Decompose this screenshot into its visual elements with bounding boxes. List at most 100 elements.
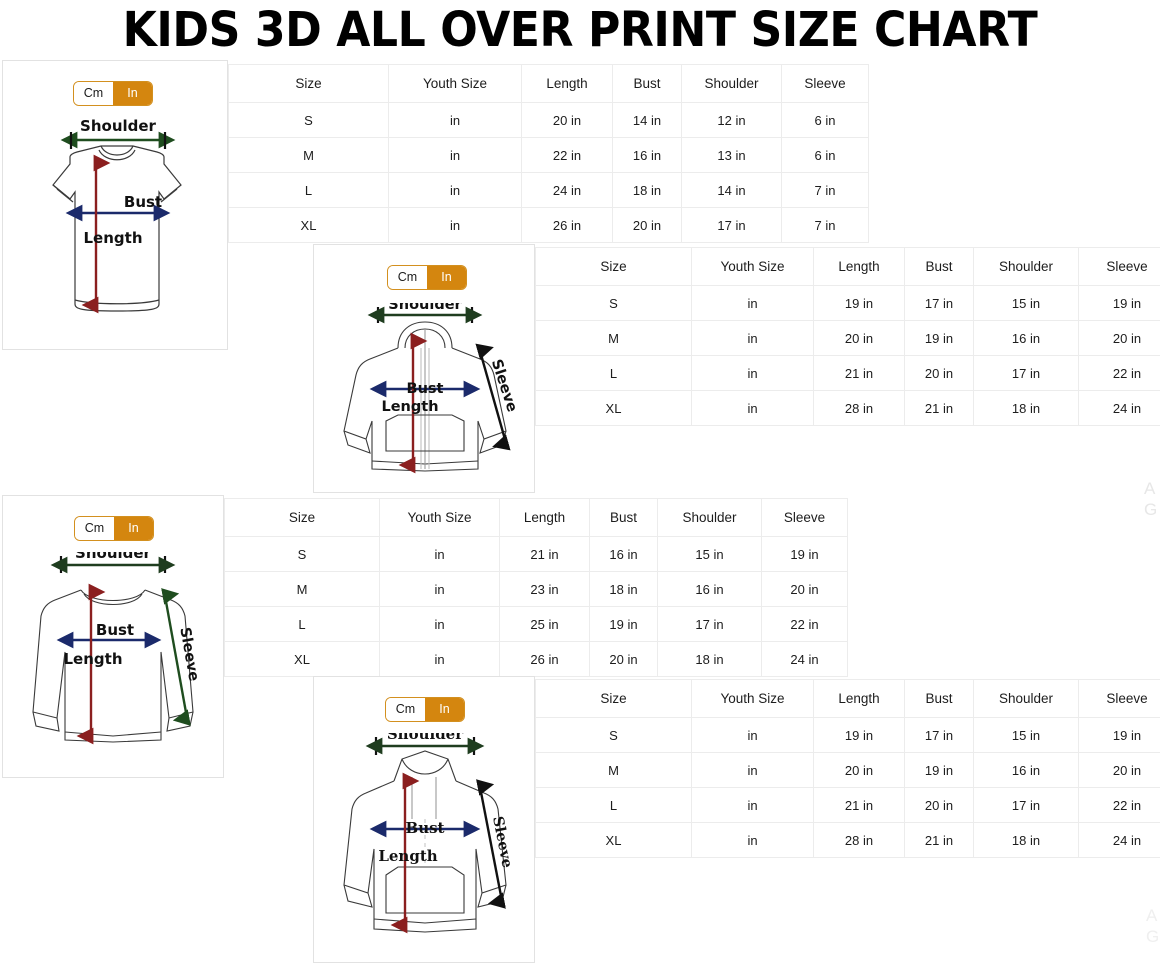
long-sleeve-shoulder-label: Shoulder xyxy=(75,552,152,562)
cell-length: 26 in xyxy=(521,207,613,243)
table-header-row: Size Youth Size Length Bust Shoulder Sle… xyxy=(535,247,1160,286)
cell-shoulder: 15 in xyxy=(973,285,1079,321)
table-header-row: Size Youth Size Length Bust Shoulder Sle… xyxy=(224,498,848,537)
cell-size: XL xyxy=(224,641,380,677)
cell-bust: 21 in xyxy=(904,822,974,858)
unit-toggle-in[interactable]: In xyxy=(114,517,153,540)
unit-toggle-in[interactable]: In xyxy=(427,266,466,289)
cell-size: L xyxy=(228,172,389,208)
cell-shoulder: 17 in xyxy=(973,787,1079,823)
col-length: Length xyxy=(813,679,905,718)
unit-toggle-tshirt[interactable]: Cm In xyxy=(73,81,153,106)
table-header-row: Size Youth Size Length Bust Shoulder Sle… xyxy=(228,64,869,103)
long-sleeve-diagram: Shoulder Bust Length Sleeve xyxy=(32,552,202,745)
cell-sleeve: 22 in xyxy=(761,606,848,642)
cell-sleeve: 20 in xyxy=(761,571,848,607)
cell-bust: 20 in xyxy=(589,641,658,677)
pullover-bust-label: Bust xyxy=(406,819,445,837)
cell-youth: in xyxy=(388,137,522,173)
unit-toggle-in[interactable]: In xyxy=(425,698,464,721)
col-sleeve: Sleeve xyxy=(781,64,869,103)
cell-bust: 14 in xyxy=(612,102,682,138)
cell-bust: 21 in xyxy=(904,390,974,426)
unit-toggle-zip-hoodie[interactable]: Cm In xyxy=(387,265,467,290)
cell-size: XL xyxy=(535,822,692,858)
col-shoulder: Shoulder xyxy=(973,679,1079,718)
unit-toggle-pullover-hoodie[interactable]: Cm In xyxy=(385,697,465,722)
cell-size: L xyxy=(224,606,380,642)
cell-length: 25 in xyxy=(499,606,590,642)
cell-sleeve: 7 in xyxy=(781,172,869,208)
col-size: Size xyxy=(228,64,389,103)
cell-shoulder: 18 in xyxy=(973,822,1079,858)
zip-hoodie-shoulder-label: Shoulder xyxy=(388,303,462,313)
garment-panel-zip-hoodie: Cm In xyxy=(313,244,535,493)
size-table-tshirt: Size Youth Size Length Bust Shoulder Sle… xyxy=(228,64,869,243)
unit-toggle-cm[interactable]: Cm xyxy=(386,698,425,721)
cell-sleeve: 6 in xyxy=(781,102,869,138)
col-youth-size: Youth Size xyxy=(691,679,814,718)
cell-sleeve: 20 in xyxy=(1078,752,1160,788)
cell-length: 21 in xyxy=(499,536,590,572)
col-length: Length xyxy=(499,498,590,537)
col-sleeve: Sleeve xyxy=(1078,247,1160,286)
cell-youth: in xyxy=(379,606,500,642)
col-youth-size: Youth Size xyxy=(691,247,814,286)
cell-size: S xyxy=(535,717,692,753)
col-size: Size xyxy=(535,247,692,286)
cell-sleeve: 6 in xyxy=(781,137,869,173)
watermark-line-1: A xyxy=(1146,906,1158,925)
cell-sleeve: 19 in xyxy=(1078,717,1160,753)
table-row: XL in 26 in 20 in 17 in 7 in xyxy=(228,207,869,243)
size-table-zip-hoodie: Size Youth Size Length Bust Shoulder Sle… xyxy=(535,247,1160,426)
cell-sleeve: 19 in xyxy=(1078,285,1160,321)
long-sleeve-bust-label: Bust xyxy=(96,621,134,639)
unit-toggle-in[interactable]: In xyxy=(113,82,152,105)
col-shoulder: Shoulder xyxy=(973,247,1079,286)
cell-youth: in xyxy=(379,571,500,607)
cell-sleeve: 7 in xyxy=(781,207,869,243)
cell-size: L xyxy=(535,787,692,823)
cell-length: 28 in xyxy=(813,390,905,426)
cell-shoulder: 18 in xyxy=(973,390,1079,426)
cell-youth: in xyxy=(691,355,814,391)
page-title: KIDS 3D ALL OVER PRINT SIZE CHART xyxy=(122,2,1038,58)
zip-hoodie-diagram: Shoulder Bust Length Sleeve xyxy=(343,303,520,474)
cell-youth: in xyxy=(388,172,522,208)
cell-length: 19 in xyxy=(813,285,905,321)
table-row: XL in 28 in 21 in 18 in 24 in xyxy=(535,822,1160,858)
cell-shoulder: 16 in xyxy=(973,752,1079,788)
cell-shoulder: 12 in xyxy=(681,102,782,138)
unit-toggle-cm[interactable]: Cm xyxy=(75,517,114,540)
cell-youth: in xyxy=(691,752,814,788)
cell-size: S xyxy=(535,285,692,321)
garment-panel-pullover-hoodie: Cm In xyxy=(313,676,535,963)
cell-youth: in xyxy=(691,390,814,426)
cell-sleeve: 19 in xyxy=(761,536,848,572)
unit-toggle-cm[interactable]: Cm xyxy=(388,266,427,289)
cell-sleeve: 22 in xyxy=(1078,355,1160,391)
col-bust: Bust xyxy=(904,679,974,718)
cell-size: M xyxy=(224,571,380,607)
unit-toggle-long-sleeve[interactable]: Cm In xyxy=(74,516,154,541)
table-row: XL in 28 in 21 in 18 in 24 in xyxy=(535,390,1160,426)
cell-bust: 16 in xyxy=(612,137,682,173)
cell-youth: in xyxy=(379,536,500,572)
cell-length: 28 in xyxy=(813,822,905,858)
col-shoulder: Shoulder xyxy=(657,498,762,537)
zip-hoodie-sleeve-label: Sleeve xyxy=(488,357,520,414)
cell-length: 21 in xyxy=(813,355,905,391)
cell-size: M xyxy=(535,752,692,788)
col-size: Size xyxy=(224,498,380,537)
cell-shoulder: 17 in xyxy=(681,207,782,243)
cell-length: 20 in xyxy=(813,752,905,788)
cell-size: XL xyxy=(535,390,692,426)
cell-size: M xyxy=(535,320,692,356)
unit-toggle-cm[interactable]: Cm xyxy=(74,82,113,105)
